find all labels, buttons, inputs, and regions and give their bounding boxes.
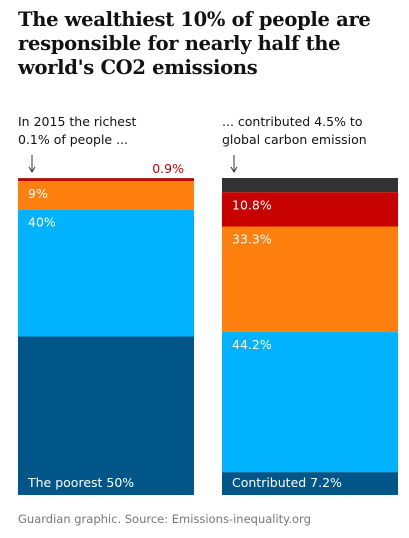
annotation: In 2015 the richest 0.1% of people ... (18, 114, 137, 147)
value-label: 40% (28, 215, 56, 230)
arrow (28, 155, 238, 173)
value-label: 33.3% (232, 232, 272, 247)
value-label: Contributed 7.2% (232, 475, 342, 490)
chart-title: The wealthiest 10% of people are respons… (18, 8, 371, 79)
bar-segment (222, 226, 398, 333)
bar-segment (18, 178, 194, 182)
bar-segment (222, 192, 398, 227)
bar-segment (222, 178, 398, 193)
value-label: 44.2% (232, 337, 272, 352)
bar-segment (18, 336, 194, 495)
bar-segment (222, 472, 398, 495)
bar-segment (18, 209, 194, 337)
value-label: The poorest 50% (27, 475, 134, 490)
bar-segment (222, 332, 398, 473)
source: Guardian graphic. Source: Emissions-ineq… (18, 512, 311, 526)
value-label: 9% (28, 186, 48, 201)
value-label: 0.9% (152, 161, 184, 176)
value-label: 10.8% (232, 197, 272, 212)
annotation: ... contributed 4.5% to global carbon em… (222, 114, 367, 147)
bar-segment (18, 181, 194, 210)
